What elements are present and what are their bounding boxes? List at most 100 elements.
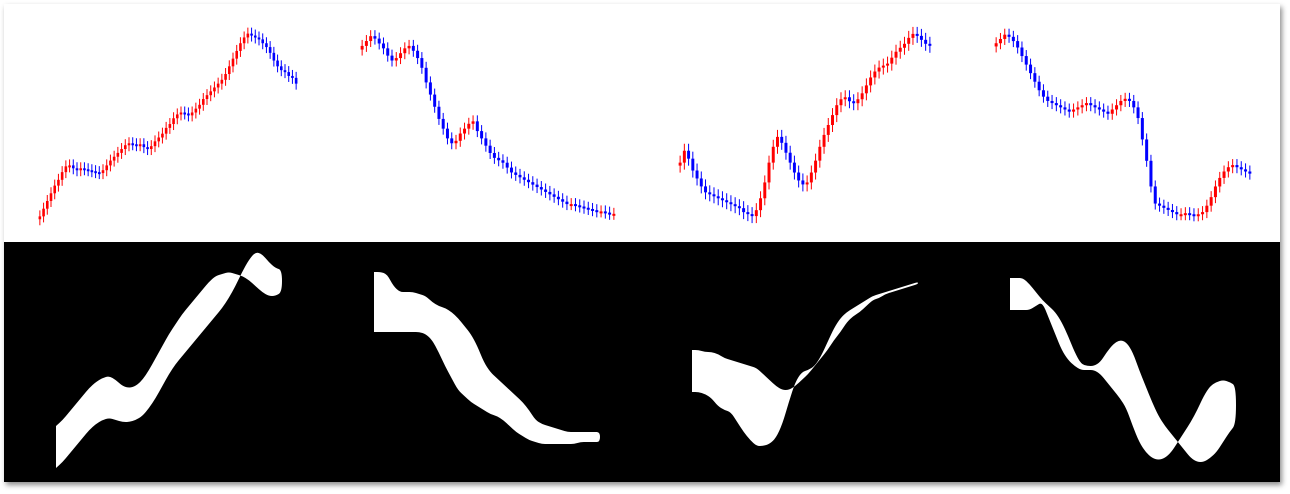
candle-body xyxy=(599,211,603,214)
candle-body xyxy=(1080,105,1084,108)
candle-body xyxy=(120,149,123,153)
candle-body xyxy=(394,58,398,61)
candle-body xyxy=(416,50,420,59)
candle-body xyxy=(287,72,291,76)
candle-body xyxy=(1149,160,1153,187)
candle-body xyxy=(38,216,42,220)
candle-body xyxy=(1089,103,1093,106)
candle-body xyxy=(445,128,449,139)
candle-body xyxy=(911,33,915,38)
candle-body xyxy=(1175,212,1179,215)
candle-body xyxy=(242,37,246,44)
candle-body xyxy=(407,45,411,49)
candle-body xyxy=(1041,90,1045,97)
candle-body xyxy=(822,134,826,147)
candle-body xyxy=(1244,169,1248,172)
candle-body xyxy=(68,165,71,168)
candle-body xyxy=(279,66,283,71)
candle-body xyxy=(231,58,235,67)
candle-body xyxy=(561,199,565,202)
candle-body xyxy=(179,112,183,115)
mask-row xyxy=(4,242,1280,482)
candle-body xyxy=(531,182,535,185)
candle-body xyxy=(522,177,526,180)
candle-body xyxy=(501,160,505,163)
candle-body xyxy=(809,172,813,183)
candle-body xyxy=(291,75,294,78)
candle-body xyxy=(544,189,548,192)
candle-body xyxy=(1110,109,1114,114)
candle-body xyxy=(1209,197,1213,206)
candle-body xyxy=(497,157,501,161)
candle-body xyxy=(437,106,441,119)
candle-body xyxy=(890,57,894,64)
candle-body xyxy=(915,33,919,36)
candle-body xyxy=(90,170,94,173)
candle-body xyxy=(131,143,135,146)
candle-body xyxy=(737,206,741,209)
candle-body xyxy=(86,169,90,172)
candle-body xyxy=(467,123,471,129)
candle-body xyxy=(475,121,479,132)
candle-body xyxy=(216,83,220,88)
candle-body xyxy=(1201,212,1205,215)
segmentation-masks xyxy=(4,242,1280,482)
candle-body xyxy=(1188,213,1192,216)
candle-body xyxy=(776,136,779,147)
candle-body xyxy=(116,152,120,157)
candle-body xyxy=(1248,171,1252,174)
candle-body xyxy=(750,214,754,217)
candle-body xyxy=(79,168,83,171)
candle-body xyxy=(818,146,822,161)
candle-body xyxy=(678,162,682,166)
candle-body xyxy=(552,194,556,197)
candle-body xyxy=(771,146,775,163)
candle-body xyxy=(224,74,227,80)
candle-body xyxy=(1084,103,1088,106)
candle-body xyxy=(894,51,898,58)
candle-body xyxy=(716,196,720,199)
candle-body xyxy=(805,182,809,185)
candle-body xyxy=(1183,213,1187,216)
candle-body xyxy=(450,138,454,144)
candle-body xyxy=(175,114,179,119)
candle-body xyxy=(239,43,242,51)
candle-body xyxy=(1222,171,1226,178)
candle-body xyxy=(919,35,923,40)
candle-body xyxy=(220,79,224,84)
candle-body xyxy=(45,200,49,209)
price-charts-row xyxy=(4,4,1280,242)
candle-body xyxy=(928,43,932,46)
candle-body xyxy=(1020,47,1024,57)
candle-body xyxy=(1011,36,1015,42)
candle-body xyxy=(1226,167,1230,172)
candle-body xyxy=(998,38,1002,44)
candle-body xyxy=(201,99,205,105)
candle-body xyxy=(83,168,86,171)
candle-body xyxy=(514,172,518,175)
candle-body xyxy=(1067,109,1071,112)
candle-body xyxy=(569,204,573,207)
candle-body xyxy=(213,87,216,92)
candle-body xyxy=(135,144,138,147)
candlestick-charts xyxy=(38,26,1252,226)
candle-body xyxy=(276,60,279,67)
candle-body xyxy=(127,143,131,146)
candle-body xyxy=(720,198,724,201)
candle-body xyxy=(1132,100,1136,108)
candle-body xyxy=(1037,81,1041,91)
candle-body xyxy=(1063,107,1067,110)
candle-body xyxy=(190,112,194,116)
candle-body xyxy=(369,36,373,42)
candle-body xyxy=(1166,207,1170,210)
candle-body xyxy=(864,85,868,94)
candle-body xyxy=(780,136,784,143)
candle-body xyxy=(886,63,890,66)
candle-body xyxy=(294,77,298,84)
mask-2 xyxy=(374,272,600,444)
candle-body xyxy=(105,165,109,171)
candle-body xyxy=(161,133,164,138)
candle-body xyxy=(227,66,231,75)
mask-1 xyxy=(56,252,282,468)
candle-body xyxy=(433,94,437,107)
